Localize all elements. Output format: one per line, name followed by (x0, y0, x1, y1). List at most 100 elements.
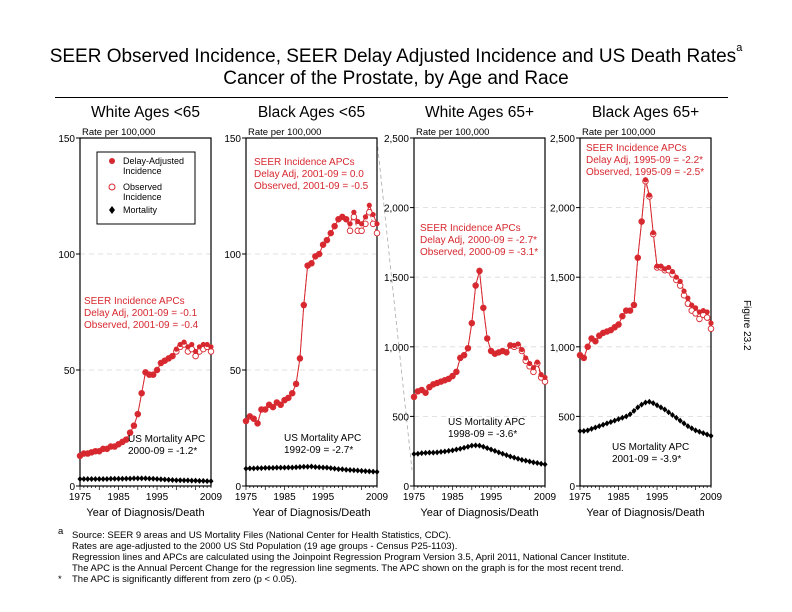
mortality-point (419, 450, 425, 457)
delay-adjusted-point (119, 439, 125, 445)
delay-adjusted-point (530, 365, 537, 371)
delay-adjusted-point (411, 394, 417, 400)
mortality-point (135, 475, 141, 482)
mortality-point (434, 449, 440, 456)
y-axis-label: Rate per 100,000 (582, 127, 655, 138)
y-tick-label: 0 (403, 482, 409, 493)
mortality-point (600, 421, 606, 428)
incidence-apc-note: Observed, 2000-09 = -3.1* (420, 247, 538, 258)
mortality-point (112, 475, 118, 482)
mortality-point (278, 464, 284, 471)
delay-adjusted-point (588, 335, 595, 342)
mortality-apc-note: 2001-09 = -3.9* (612, 454, 681, 465)
mortality-apc-note: US Mortality APC (612, 442, 689, 453)
delay-adjusted-point (612, 324, 618, 330)
mortality-point (681, 420, 687, 427)
mortality-point (604, 420, 610, 427)
delay-adjusted-point (476, 268, 483, 274)
delay-adjusted-point (685, 295, 691, 301)
panel-title: White Ages <65 (91, 104, 200, 121)
delay-adjusted-point (135, 411, 141, 417)
delay-adjusted-point (642, 177, 649, 183)
mortality-apc-note: 1998-09 = -3.6* (448, 429, 517, 440)
title-divider (55, 97, 728, 98)
delay-adjusted-point (274, 399, 280, 406)
mortality-point (374, 468, 380, 475)
delay-adjusted-trend-line (413, 270, 546, 398)
delay-adjusted-point (666, 264, 672, 271)
delay-adjusted-point (654, 263, 660, 269)
delay-adjusted-point (461, 352, 467, 358)
delay-adjusted-point (320, 242, 326, 248)
mortality-point (503, 452, 509, 459)
legend-label: Incidence (123, 192, 162, 202)
mortality-point (262, 464, 268, 471)
footnote-line: The APC is significantly different from … (72, 574, 298, 585)
mortality-apc-note: 2000-09 = -1.2* (128, 446, 197, 457)
delay-adjusted-point (77, 453, 83, 459)
footnote-line: Regression lines and APCs are calculated… (72, 552, 630, 563)
delay-adjusted-point (581, 355, 587, 361)
x-tick-label: 1995 (646, 492, 669, 503)
mortality-point (146, 475, 152, 482)
mortality-point (457, 445, 463, 452)
y-tick-label: 0 (69, 482, 75, 493)
x-tick-label: 2009 (366, 492, 389, 503)
incidence-apc-note: Delay Adj, 1995-09 = -2.2* (586, 155, 703, 166)
delay-adjusted-point (457, 355, 463, 361)
delay-adjusted-point (355, 218, 361, 225)
mortality-point (577, 428, 583, 435)
delay-adjusted-point (196, 344, 203, 350)
y-axis-label: Rate per 100,000 (248, 127, 321, 138)
y-tick-label: 500 (392, 412, 409, 423)
observed-point (346, 227, 354, 235)
mortality-point (527, 458, 533, 465)
mortality-point (181, 477, 187, 484)
delay-adjusted-point (673, 274, 679, 280)
incidence-apc-note: SEER Incidence APCs (84, 296, 185, 307)
delay-adjusted-point (200, 341, 206, 348)
x-tick-label: 1975 (69, 492, 92, 503)
mortality-point (89, 476, 95, 483)
mortality-point (139, 475, 145, 482)
mortality-point (92, 476, 98, 483)
delay-adjusted-point (534, 359, 540, 365)
mortality-point (492, 447, 498, 454)
mortality-point (339, 466, 345, 473)
y-tick-label: 1,000 (384, 343, 409, 354)
mortality-point (453, 446, 459, 453)
observed-point (373, 229, 381, 237)
footnote-line: The APC is the Annual Percent Change for… (72, 563, 624, 574)
mortality-point (650, 400, 656, 407)
delay-adjusted-point (469, 320, 475, 326)
x-axis-label: Year of Diagnosis/Death (86, 507, 204, 519)
footnote-line: Rates are age-adjusted to the 2000 US St… (72, 541, 458, 552)
mortality-point (442, 448, 448, 455)
mortality-point (423, 449, 429, 456)
delay-adjusted-point (473, 282, 479, 289)
observed-trend-line (245, 210, 378, 425)
delay-adjusted-point (615, 321, 622, 328)
observed-point (703, 314, 711, 321)
mortality-point (608, 418, 614, 425)
incidence-apc-note: SEER Incidence APCs (420, 223, 521, 234)
panel-title: Black Ages 65+ (592, 104, 699, 121)
mortality-point (596, 423, 602, 430)
delay-adjusted-point (169, 353, 176, 359)
y-tick-label: 1,500 (550, 273, 575, 284)
delay-adjusted-point (251, 416, 257, 422)
mortality-point (131, 475, 137, 482)
mortality-point (335, 466, 341, 473)
delay-adjusted-point (488, 348, 494, 354)
y-axis-label: Rate per 100,000 (416, 127, 489, 138)
y-tick-label: 100 (224, 250, 241, 261)
incidence-apc-note: Delay Adj, 2000-09 = -2.7* (420, 235, 537, 246)
mortality-point (305, 463, 311, 470)
y-tick-label: 2,000 (550, 204, 575, 215)
delay-adjusted-point (154, 367, 160, 373)
incidence-apc-note: Observed, 1995-09 = -2.5* (586, 167, 704, 178)
delay-adjusted-point (446, 376, 452, 382)
delay-adjusted-point (577, 352, 583, 358)
delay-adjusted-point (362, 214, 369, 220)
